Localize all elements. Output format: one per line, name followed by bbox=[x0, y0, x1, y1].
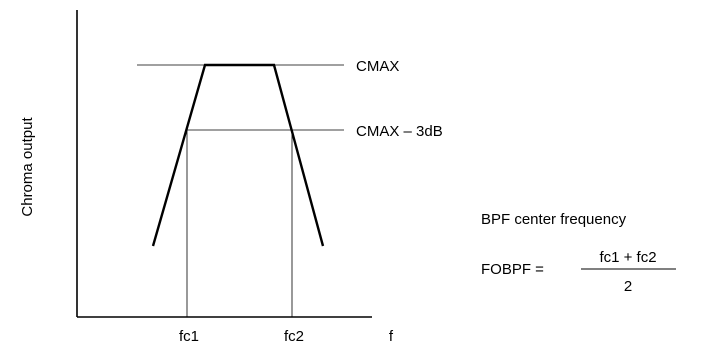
formula-lhs: FOBPF = bbox=[481, 261, 544, 278]
formula-caption: BPF center frequency bbox=[481, 211, 627, 228]
bpf-response-curve bbox=[151, 63, 325, 247]
cmax-label: CMAX bbox=[356, 58, 399, 75]
cmax-3db-label: CMAX – 3dB bbox=[356, 123, 443, 140]
fc1-label: fc1 bbox=[179, 328, 199, 345]
y-axis-label: Chroma output bbox=[19, 117, 36, 217]
fc2-label: fc2 bbox=[284, 328, 304, 345]
x-axis-label: f bbox=[389, 328, 394, 345]
formula-numerator: fc1 + fc2 bbox=[599, 249, 656, 266]
formula-denominator: 2 bbox=[624, 278, 632, 295]
